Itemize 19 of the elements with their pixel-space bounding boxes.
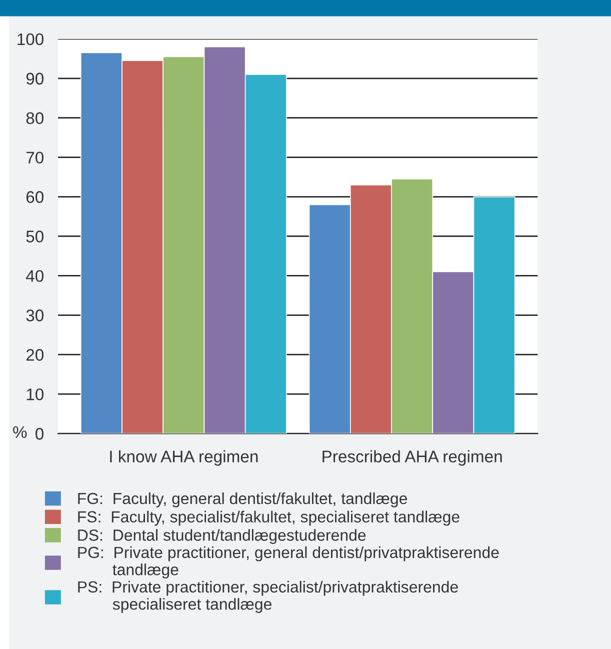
x-tick-label: I know AHA regimen <box>110 450 258 466</box>
legend-label: PS: Private practitioner, specialist/privatpraktiserende specialiseret tandlæge <box>78 580 458 613</box>
y-tick-label: 0 <box>36 428 44 440</box>
y-tick-label: 30 <box>26 310 44 322</box>
y-tick-label: 90 <box>26 72 44 85</box>
y-tick-label: 40 <box>26 270 44 282</box>
y-tick-label: 100 <box>18 33 44 46</box>
y-axis-title: % <box>13 426 27 438</box>
legend-label: DS: Dental student/tandlægestuderende <box>78 529 366 544</box>
y-tick-label: 50 <box>26 230 44 242</box>
y-tick-label: 60 <box>26 191 44 203</box>
legend-label: FG: Faculty, general dentist/fakultet, tandlæge <box>78 492 408 508</box>
legend-label: PG: Private practitioner, general dentist/privatpraktiserende tandlæge <box>78 546 499 578</box>
y-tick-label: 20 <box>26 349 44 361</box>
y-tick-label: 80 <box>26 112 44 124</box>
x-tick-label: Prescribed AHA regimen <box>322 450 502 466</box>
legend-label: FS: Faculty, specialist/fakultet, specialiseret tandlæge <box>78 510 460 526</box>
y-tick-label: 70 <box>26 152 44 164</box>
y-tick-label: 10 <box>26 388 44 400</box>
